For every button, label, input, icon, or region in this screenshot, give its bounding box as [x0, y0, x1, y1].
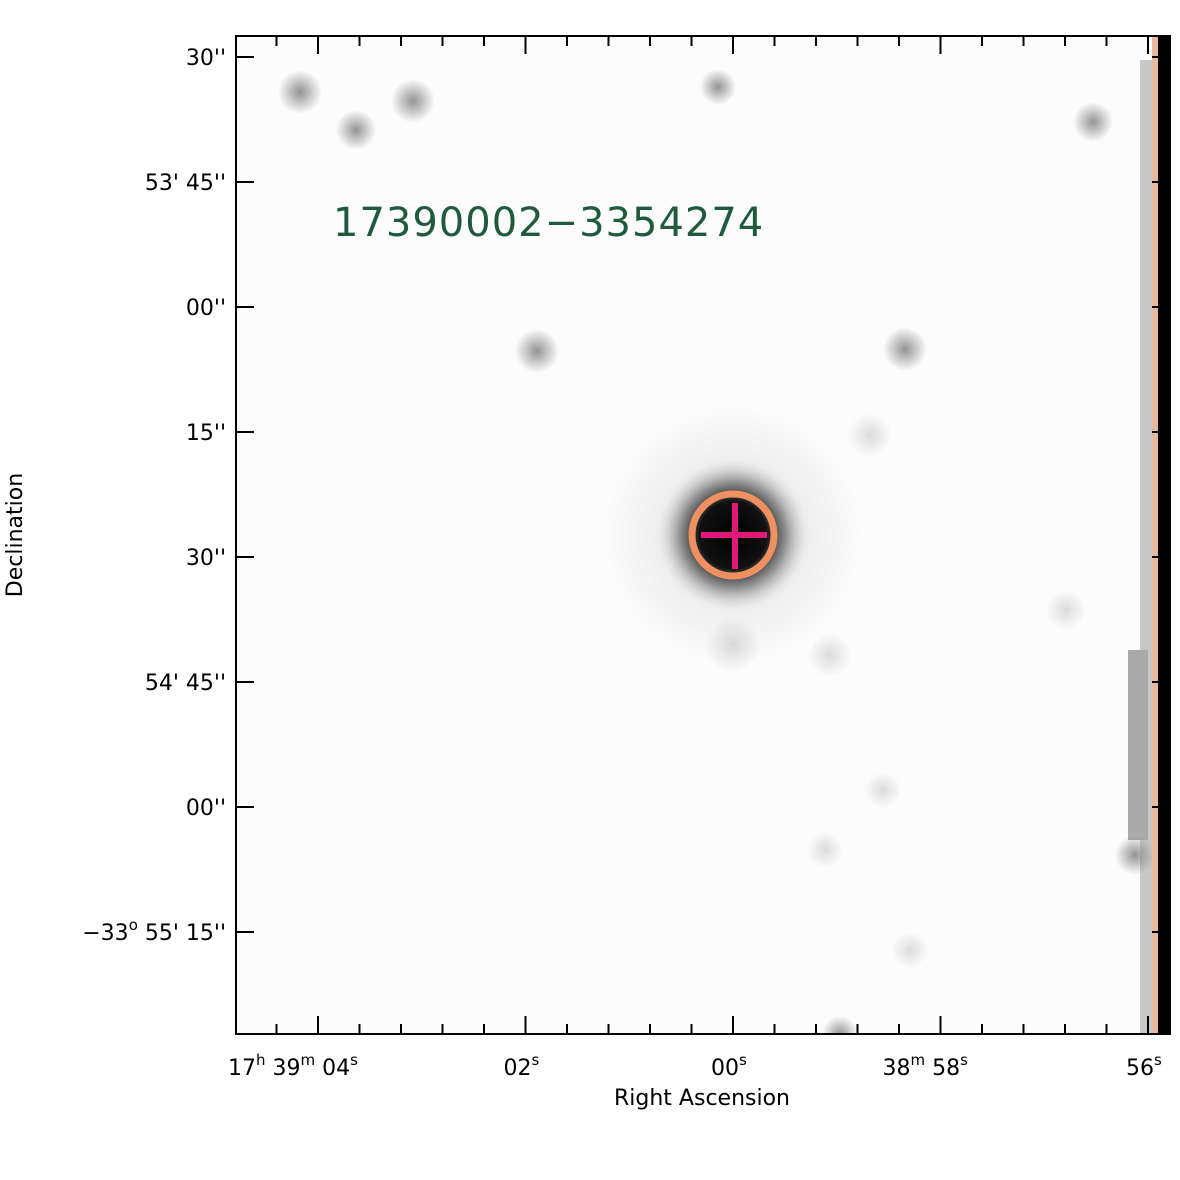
tick-text-part: 58 [925, 1056, 960, 1081]
y-tick-label: 30'' [186, 46, 226, 71]
tick-text-part: 54' 45'' [145, 671, 226, 696]
tick-text-part: s [1154, 1051, 1162, 1069]
x-tick-label: 00s [711, 1051, 747, 1081]
tick-text-part: 00 [711, 1056, 739, 1081]
tick-text-part: −33 [82, 921, 128, 946]
tick-text-part: h [256, 1051, 266, 1069]
tick-text-part: 15'' [186, 421, 226, 446]
y-tick-label: 15'' [186, 421, 226, 446]
tick-text-part: 30'' [186, 46, 226, 71]
y-tick-label: 30'' [186, 546, 226, 571]
tick-text-part: 56 [1126, 1056, 1154, 1081]
y-tick-label: 53' 45'' [145, 171, 226, 196]
x-tick-label: 56s [1126, 1051, 1162, 1081]
tick-text-part: 39 [266, 1056, 301, 1081]
tick-text-part: 53' 45'' [145, 171, 226, 196]
tick-text-part: 30'' [186, 546, 226, 571]
tick-text-part: s [350, 1051, 358, 1069]
x-tick-label: 02s [504, 1051, 540, 1081]
y-tick-label: 00'' [186, 296, 226, 321]
y-axis-label: Declination [3, 473, 28, 597]
x-tick-label: 38m 58s [883, 1051, 969, 1081]
y-tick-label: 00'' [186, 796, 226, 821]
tick-text-part: s [532, 1051, 540, 1069]
tick-text-part: m [911, 1051, 926, 1069]
tick-text-part: 17 [228, 1056, 256, 1081]
plot-frame [235, 35, 1171, 1035]
tick-text-part: s [960, 1051, 968, 1069]
tick-text-part: 00'' [186, 796, 226, 821]
x-tick-label: 17h 39m 04s [228, 1051, 358, 1081]
tick-text-part: m [301, 1051, 316, 1069]
tick-text-part: s [739, 1051, 747, 1069]
y-tick-label: 54' 45'' [145, 671, 226, 696]
tick-text-part: 02 [504, 1056, 532, 1081]
target-circle [688, 490, 778, 580]
tick-text-part: 55' 15'' [138, 921, 226, 946]
tick-text-part: 38 [883, 1056, 911, 1081]
tick-text-part: 04 [315, 1056, 350, 1081]
y-tick-label: −33o 55' 15'' [82, 916, 226, 946]
object-label: 17390002−3354274 [333, 200, 764, 246]
x-axis-label: Right Ascension [614, 1086, 790, 1111]
sky-image [236, 36, 1170, 1034]
tick-text-part: 00'' [186, 296, 226, 321]
tick-text-part: o [129, 916, 138, 934]
